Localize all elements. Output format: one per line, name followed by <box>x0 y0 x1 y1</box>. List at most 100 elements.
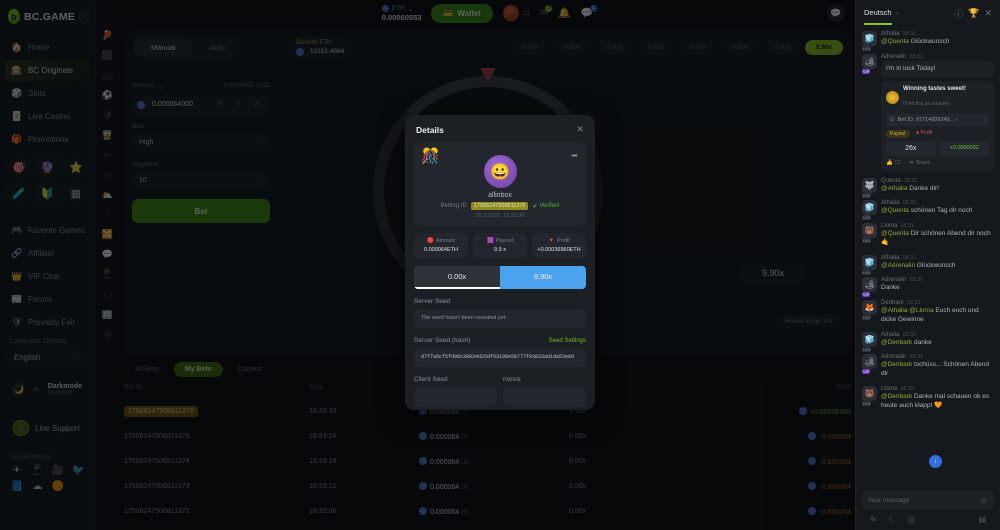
stat-label: Amount <box>435 238 455 244</box>
modal-hero: 🎊 ➦ 😀 allinbox Betting ID 17506247506811… <box>414 142 586 226</box>
chat-username[interactable]: Athalia 18:31 <box>881 331 917 338</box>
chat-mention: @Adrenalin <box>881 261 916 269</box>
modal-date: 25.3.2025, 18:33:30 <box>475 213 525 219</box>
chat-timestamp: 18:31 <box>909 354 924 361</box>
chat-text: @Athalia @Lloma Euch euch und dicke Gewi… <box>881 307 979 323</box>
server-seed-hash-value[interactable]: d7f7a6cf5fd98c38934d25df93198e58777f8363… <box>414 348 586 368</box>
chat-language-tab[interactable]: Deutsch <box>864 8 892 25</box>
chat-avatar[interactable]: 🧊 LV3 <box>862 254 877 275</box>
chat-message: 🧊 LV3 Athalia 18:31 @Adrenalin Glückwunsch <box>862 254 994 275</box>
chat-username[interactable]: Quenta 18:31 <box>881 177 918 184</box>
chat-user-badge: VIP <box>862 369 871 375</box>
chat-user-badge: LV3 <box>862 215 871 221</box>
chat-avatar[interactable]: 🏕 VIP <box>862 277 877 298</box>
nonce-input[interactable] <box>503 387 586 407</box>
chat-timestamp: 18:31 <box>903 177 918 184</box>
server-seed-value: The seed hasn't been revealed yet. <box>414 309 586 329</box>
chat-user-badge: LV4 <box>862 238 871 244</box>
chevron-right-icon[interactable]: › <box>896 10 899 17</box>
chat-text: Danke <box>881 284 900 292</box>
chat-timestamp: 18:31 <box>902 331 917 338</box>
stat-value: 0.000064ETH <box>424 247 458 253</box>
share-button[interactable]: ➦ Share <box>909 159 931 166</box>
chat-text: I'm in luck Today! <box>881 60 994 78</box>
stat-payout: 🟪 Payout 9.9 x <box>473 233 527 258</box>
stat-value: 9.9 x <box>494 247 506 253</box>
user-avatar: 😀 <box>483 155 517 188</box>
betting-id-value[interactable]: 17506247506811376 <box>470 202 529 210</box>
chat-username[interactable]: Adrenalin 18:31 <box>881 53 924 60</box>
chat-input-placeholder: Your message <box>868 496 910 504</box>
chat-avatar[interactable]: 🧊 LV3 <box>862 331 877 352</box>
chat-avatar[interactable]: 🐻 LV4 <box>862 223 877 244</box>
chat-input[interactable]: Your message ☺ <box>862 490 994 510</box>
chat-message: 🐻 LV4 Lloma 18:32 @Denbark Danke mal schauen… <box>862 385 994 411</box>
chat-username[interactable]: Lloma 18:32 <box>881 385 915 392</box>
win-share-card[interactable]: Winning tastes sweet! I'll let this go mi… <box>881 80 994 171</box>
chat-text: @Denbark Danke mal schauen ob es heute a… <box>881 392 990 409</box>
link-icon: ⊙ <box>890 116 895 123</box>
win-card-profit: +0.0000092 <box>939 140 989 156</box>
chat-text: @Quenta schönen Tag dir noch <box>881 207 973 215</box>
chat-user-badge: LV3 <box>862 269 871 275</box>
chat-message: 🐺 LV2 Quenta 18:31 @Athalia Danke dir! <box>862 177 994 198</box>
payout-tag: Payout <box>886 129 910 138</box>
chat-avatar[interactable]: 🏕 VIP <box>862 354 877 375</box>
chat-message: 🧊 LV3 Athalia 18:31 @Quenta schönen Tag dir … <box>862 200 994 221</box>
chat-avatar[interactable]: 🐺 LV2 <box>862 177 877 198</box>
gif-icon[interactable]: ☾ <box>888 515 896 524</box>
send-icon[interactable]: ▤ <box>978 515 986 524</box>
chat-user-badge: LV2 <box>862 315 871 321</box>
sticker-icon[interactable]: ✎ <box>870 515 877 524</box>
nonce-label: nonce <box>503 376 521 384</box>
chat-message: 🏕 VIP Adrenalin 18:31 Danke <box>862 277 994 298</box>
chat-text: @Quenta Glückwunsch <box>881 38 950 45</box>
chat-avatar[interactable]: 🧊 LV3 <box>862 31 877 51</box>
emoji-icon[interactable]: ☺ <box>979 495 988 505</box>
card-icon: 🟪 <box>487 238 494 244</box>
chat-avatar[interactable]: 🦊 LV2 <box>862 300 877 321</box>
chat-avatar[interactable]: 🏕 VIP <box>862 53 877 74</box>
coin-icon <box>886 91 899 105</box>
client-seed-label: Client Seed <box>414 376 448 384</box>
modal-header: Details ✕ <box>405 115 595 142</box>
client-seed-input[interactable] <box>414 387 497 407</box>
win-card-bet-id[interactable]: ⊙ Bet ID: 87714606349... › <box>886 113 989 126</box>
seed-settings-link[interactable]: Seed Settings <box>548 337 586 344</box>
modal-username: allinbox <box>488 192 512 199</box>
chat-message: 🐻 LV4 Lloma 18:31 @Quenta Dir schönen Abend … <box>862 223 994 248</box>
chat-panel: Deutsch › ⓘ 🏆 ✕ 🧊 LV3 Athalia 18:31 @Quenta … <box>855 0 1000 530</box>
close-icon[interactable]: ✕ <box>984 8 992 18</box>
chat-avatar[interactable]: 🐻 LV4 <box>862 385 877 406</box>
chat-text: @Denbark tschüss... Schönen Abend dir <box>881 361 990 378</box>
chat-user-badge: LV3 <box>862 346 871 352</box>
like-count[interactable]: 👍 12 <box>886 159 901 166</box>
chat-username[interactable]: Adrenalin 18:31 <box>881 277 924 284</box>
chat-mention: @Denbark <box>881 361 913 369</box>
verified-check-icon: ✔ <box>532 203 538 210</box>
win-badge-icon: 🎊 <box>421 148 440 165</box>
trophy-icon[interactable]: 🏆 <box>968 8 980 18</box>
server-seed-hash-label: Server Seed (hash) <box>414 337 471 345</box>
chat-username[interactable]: Athalia 18:31 <box>881 200 917 207</box>
chat-username[interactable]: Adrenalin 18:31 <box>881 354 924 361</box>
chat-mention: @Quenta <box>881 38 909 45</box>
bar-left-value: 0.00x <box>414 266 500 289</box>
betting-id-label: Betting ID <box>440 203 467 209</box>
share-icon[interactable]: ➦ <box>571 151 578 160</box>
chat-timestamp: 18:31 <box>902 31 917 37</box>
info-icon[interactable]: ⓘ <box>954 9 964 19</box>
close-icon[interactable]: ✕ <box>576 124 584 134</box>
coin-icon: 🔴 <box>427 238 434 244</box>
chat-avatar[interactable]: 🧊 LV3 <box>862 200 877 221</box>
attach-icon[interactable]: ◎ <box>907 515 915 524</box>
chat-message: 🧊 LV3 Athalia 18:31 @Denbark danke <box>862 331 994 352</box>
stat-label: Profit <box>557 238 570 244</box>
chat-username[interactable]: Denbark 18:31 <box>881 300 921 307</box>
chat-username[interactable]: Athalia 18:31 <box>881 31 917 37</box>
chat-username[interactable]: Athalia 18:31 <box>881 254 917 261</box>
jump-to-latest-icon[interactable]: ↓ <box>929 455 942 468</box>
chat-header: Deutsch › ⓘ 🏆 ✕ <box>856 0 1000 26</box>
chat-toolbar: ✎ ☾ ◎ ▤ <box>862 510 994 524</box>
chat-username[interactable]: Lloma 18:31 <box>881 223 915 230</box>
